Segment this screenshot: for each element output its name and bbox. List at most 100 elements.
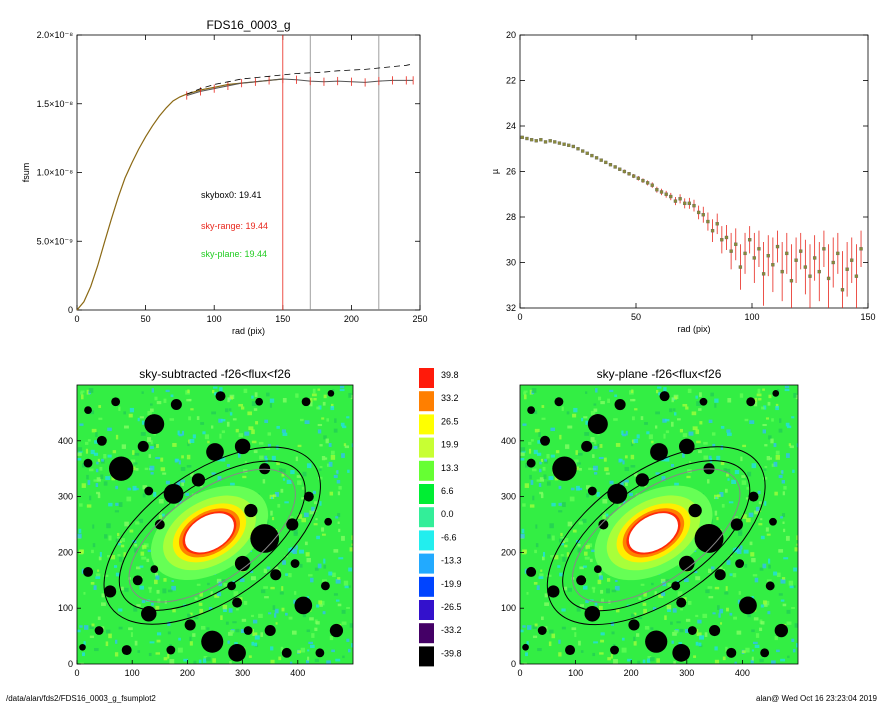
noise-pixel [695, 395, 698, 399]
noise-pixel [80, 549, 85, 554]
noise-pixel [91, 549, 94, 554]
noise-pixel [573, 407, 578, 413]
noise-pixel [755, 506, 760, 512]
noise-pixel [137, 650, 141, 653]
noise-pixel [651, 582, 654, 586]
noise-pixel [567, 521, 573, 527]
star-mask [774, 623, 788, 638]
star-mask [547, 585, 560, 598]
noise-pixel [698, 408, 702, 411]
noise-pixel [547, 534, 551, 539]
noise-pixel [679, 428, 683, 433]
noise-pixel [554, 475, 559, 481]
noise-pixel [767, 611, 771, 615]
noise-pixel [633, 612, 637, 616]
noise-pixel [306, 557, 311, 563]
noise-pixel [602, 499, 608, 504]
noise-pixel [314, 627, 318, 632]
noise-pixel [549, 523, 554, 529]
noise-pixel [348, 392, 352, 398]
star-mask [104, 585, 117, 598]
noise-pixel [160, 467, 166, 472]
noise-pixel [771, 660, 776, 664]
noise-pixel [673, 661, 676, 664]
noise-pixel [618, 504, 622, 509]
noise-pixel [194, 597, 198, 600]
noise-pixel [551, 535, 555, 541]
star-mask [714, 569, 726, 581]
star-mask [610, 645, 619, 655]
noise-pixel [523, 394, 527, 400]
noise-pixel [156, 639, 161, 643]
x-tick-label: 100 [125, 668, 140, 678]
data-point [594, 156, 599, 160]
noise-pixel [338, 557, 344, 560]
noise-pixel [169, 418, 175, 421]
sky-annotation: sky-range: 19.44 [201, 221, 268, 231]
noise-pixel [642, 602, 647, 606]
star-mask [645, 630, 668, 653]
noise-pixel [533, 582, 538, 585]
noise-pixel [631, 439, 635, 444]
noise-pixel [738, 529, 743, 535]
noise-pixel [97, 616, 101, 621]
noise-pixel [240, 628, 245, 634]
noise-pixel [139, 416, 144, 419]
noise-pixel [610, 621, 615, 626]
noise-pixel [178, 637, 181, 641]
noise-pixel [746, 486, 751, 490]
star-mask [227, 581, 236, 591]
noise-pixel [571, 627, 577, 631]
star-mask [281, 647, 292, 658]
noise-pixel [323, 394, 327, 399]
colorbar-label: 6.6 [441, 486, 454, 496]
noise-pixel [760, 604, 764, 608]
noise-pixel [745, 497, 750, 500]
noise-pixel [622, 433, 627, 437]
noise-pixel [93, 479, 98, 482]
noise-pixel [767, 401, 771, 406]
noise-pixel [190, 472, 194, 477]
noise-pixel [266, 566, 271, 570]
noise-pixel [156, 632, 162, 636]
noise-pixel [751, 557, 756, 563]
noise-pixel [532, 468, 537, 472]
noise-pixel [546, 453, 550, 459]
noise-pixel [635, 493, 641, 497]
noise-pixel [643, 592, 647, 597]
noise-pixel [748, 512, 754, 518]
noise-pixel [778, 474, 783, 479]
noise-pixel [611, 589, 617, 593]
x-axis-label: rad (pix) [232, 326, 265, 336]
noise-pixel [126, 496, 132, 502]
noise-pixel [537, 648, 542, 652]
noise-pixel [341, 621, 347, 625]
noise-pixel [238, 433, 244, 438]
noise-pixel [692, 426, 698, 431]
noise-pixel [346, 416, 350, 419]
noise-pixel [559, 434, 562, 440]
noise-pixel [316, 604, 320, 608]
noise-pixel [251, 401, 257, 407]
noise-pixel [584, 556, 590, 560]
noise-pixel [621, 637, 625, 641]
noise-pixel [269, 403, 273, 408]
data-point [645, 181, 650, 185]
star-mask [83, 458, 93, 468]
y-tick-label: 0 [68, 305, 73, 315]
noise-pixel [562, 556, 566, 562]
noise-pixel [607, 657, 611, 661]
colorbar-label: 19.9 [441, 440, 459, 450]
noise-pixel [88, 468, 94, 472]
noise-pixel [129, 529, 134, 533]
noise-pixel [120, 544, 125, 548]
data-point [771, 263, 775, 267]
noise-pixel [600, 401, 605, 405]
aperture-ellipse [562, 460, 751, 612]
noise-pixel [86, 474, 89, 480]
noise-pixel [768, 394, 772, 399]
noise-pixel [577, 452, 583, 456]
star-mask [527, 406, 536, 415]
y-tick-label: 200 [501, 547, 516, 557]
noise-pixel [132, 450, 135, 455]
